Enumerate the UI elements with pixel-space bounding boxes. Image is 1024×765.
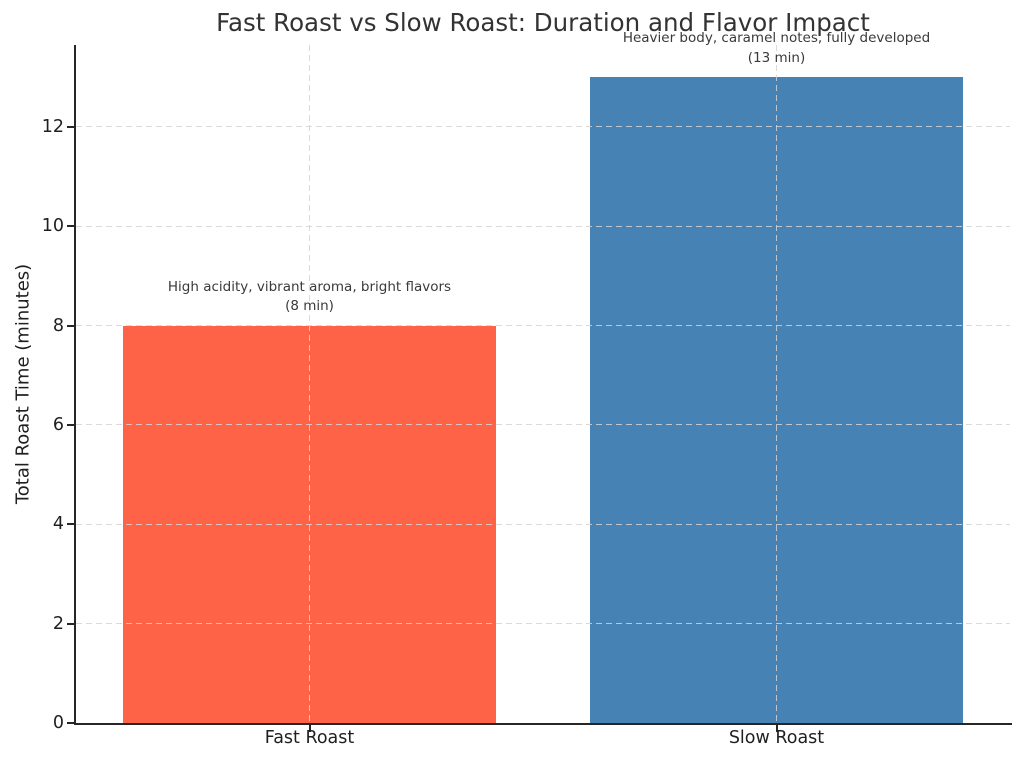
grid-line-h: [76, 325, 1010, 327]
grid-line-h: [76, 623, 1010, 625]
grid-line-v: [309, 45, 310, 723]
x-axis-spine: [74, 723, 1012, 725]
y-tick-label: 2: [52, 613, 64, 634]
x-tick: [308, 725, 311, 732]
grid-line-v: [776, 45, 777, 723]
y-tick: [67, 523, 74, 526]
y-tick: [67, 225, 74, 228]
y-tick-label: 12: [41, 116, 64, 137]
annotation-flavor-text: High acidity, vibrant aroma, bright flav…: [167, 278, 452, 295]
y-tick: [67, 324, 74, 327]
bar-annotation: Heavier body, caramel notes, fully devel…: [623, 29, 930, 68]
annotation-duration-text: (13 min): [747, 49, 806, 66]
grid-line-h: [76, 225, 1010, 227]
grid-line-h: [76, 424, 1010, 426]
y-tick: [67, 125, 74, 128]
grid-line-h: [76, 126, 1010, 128]
bar-annotation: High acidity, vibrant aroma, bright flav…: [168, 278, 451, 317]
y-axis-spine: [74, 45, 76, 725]
x-tick: [775, 725, 778, 732]
annotation-flavor-text: Heavier body, caramel notes, fully devel…: [622, 30, 931, 47]
y-tick-label: 6: [52, 414, 64, 435]
y-tick-label: 8: [52, 315, 64, 336]
y-tick-label: 10: [41, 216, 64, 237]
y-tick-label: 4: [52, 514, 64, 535]
annotation-duration-text: (8 min): [285, 298, 334, 315]
y-tick: [67, 722, 74, 724]
y-tick: [67, 622, 74, 625]
y-tick-label: 0: [52, 713, 64, 733]
grid-line-h: [76, 523, 1010, 525]
y-axis-label: Total Roast Time (minutes): [12, 263, 34, 505]
chart-title: Fast Roast vs Slow Roast: Duration and F…: [216, 8, 870, 37]
x-tick-label: Fast Roast: [264, 728, 355, 748]
x-tick-label: Slow Roast: [728, 728, 825, 748]
y-tick: [67, 423, 74, 426]
